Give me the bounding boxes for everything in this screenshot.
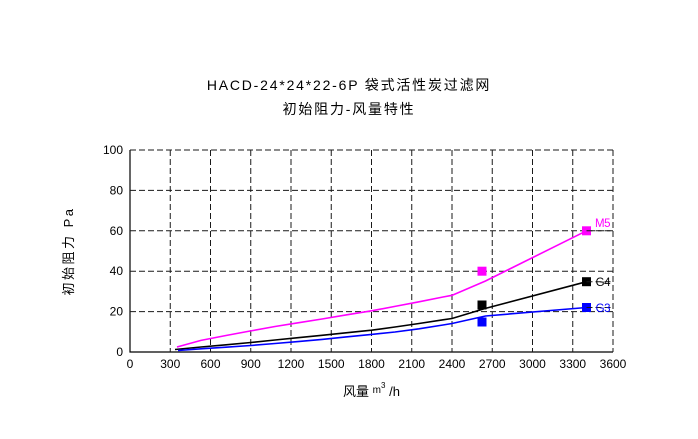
svg-text:风量 m3 /h: 风量 m3 /h	[343, 381, 400, 399]
svg-text:80: 80	[110, 183, 124, 197]
svg-text:1500: 1500	[318, 357, 345, 371]
svg-text:20: 20	[110, 305, 124, 319]
svg-text:0: 0	[127, 357, 134, 371]
svg-text:M5: M5	[595, 218, 610, 230]
svg-text:1800: 1800	[358, 357, 385, 371]
svg-text:初始阻力 Pa: 初始阻力 Pa	[61, 206, 76, 295]
svg-text:3600: 3600	[600, 357, 627, 371]
svg-text:2400: 2400	[439, 357, 466, 371]
svg-text:0: 0	[116, 345, 123, 359]
svg-text:3000: 3000	[519, 357, 546, 371]
svg-text:900: 900	[241, 357, 261, 371]
svg-text:600: 600	[200, 357, 220, 371]
svg-text:3300: 3300	[559, 357, 586, 371]
svg-text:100: 100	[103, 143, 123, 157]
svg-text:300: 300	[160, 357, 180, 371]
svg-text:1200: 1200	[278, 357, 305, 371]
svg-text:2700: 2700	[479, 357, 506, 371]
svg-text:G3: G3	[596, 303, 610, 315]
svg-text:2100: 2100	[398, 357, 425, 371]
svg-text:60: 60	[110, 224, 124, 238]
svg-text:40: 40	[110, 264, 124, 278]
svg-text:G4: G4	[596, 277, 611, 289]
